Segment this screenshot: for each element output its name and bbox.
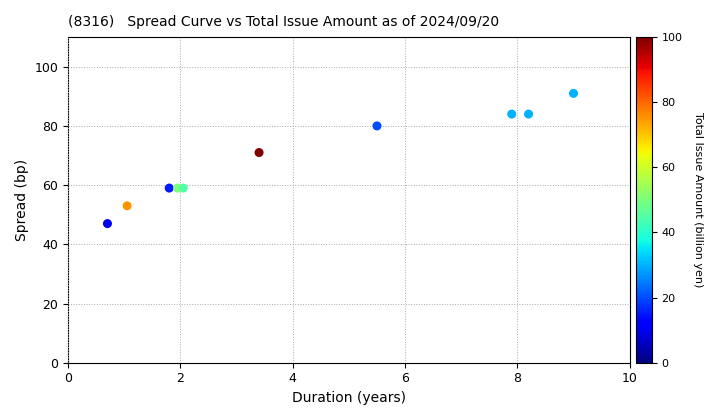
Point [568, 90, 580, 97]
X-axis label: Duration (years): Duration (years) [292, 391, 406, 405]
Point [506, 111, 518, 118]
Point [102, 220, 113, 227]
Point [163, 185, 175, 192]
Point [523, 111, 534, 118]
Point [253, 149, 265, 156]
Point [178, 185, 189, 192]
Y-axis label: Total Issue Amount (billion yen): Total Issue Amount (billion yen) [693, 112, 703, 288]
Text: (8316)   Spread Curve vs Total Issue Amount as of 2024/09/20: (8316) Spread Curve vs Total Issue Amoun… [68, 15, 499, 29]
Point [372, 123, 383, 129]
Point [122, 202, 133, 209]
Y-axis label: Spread (bp): Spread (bp) [15, 159, 29, 241]
Point [172, 185, 184, 192]
